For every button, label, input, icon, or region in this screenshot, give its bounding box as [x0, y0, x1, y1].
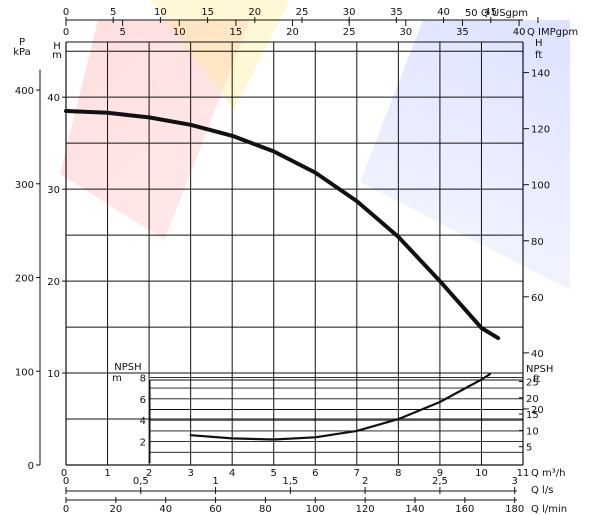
npsh-right-label: 15	[526, 410, 539, 421]
bottom-axis-m3h-label: 9	[437, 468, 443, 479]
npsh-left-label: 6	[140, 395, 146, 406]
bottom-axis-lmin-label: 160	[455, 504, 474, 515]
npsh-right-label: 25	[526, 377, 539, 388]
top-axis-usgpm-label: 20	[248, 7, 261, 18]
top-axis-usgpm-label: 5	[110, 7, 116, 18]
top-axis-usgpm-title: 50 Q USgpm	[465, 8, 528, 19]
left-axis-m-unit: m	[52, 50, 62, 61]
top-axis-impgpm-label: 40	[513, 27, 526, 38]
bottom-axis-lmin-label: 0	[63, 504, 69, 515]
bottom-axis-m3h-label: 8	[395, 468, 401, 479]
top-axis-impgpm-label: 10	[173, 27, 186, 38]
bottom-axis-lmin-label: 180	[505, 504, 524, 515]
bottom-axis-ls-label: 2	[362, 476, 368, 487]
right-axis-ft-label: 140	[531, 69, 550, 80]
head-curve	[64, 109, 501, 341]
bottom-axis-m3h-label: 5	[271, 468, 277, 479]
left-axis-kpa-label: 400	[15, 86, 34, 97]
top-axis-usgpm-label: 30	[343, 7, 356, 18]
npsh-right-unit: ft	[533, 374, 540, 385]
right-axis-ft-label: 60	[531, 293, 544, 304]
npsh-left-unit: m	[112, 373, 122, 384]
bottom-axis-lmin-label: 120	[356, 504, 375, 515]
right-axis-ft-label: 40	[531, 349, 544, 360]
top-axis-usgpm-label: 35	[390, 7, 403, 18]
bottom-axis-ls-label: 2,5	[432, 476, 448, 487]
bottom-axis-m3h-label: 10	[475, 468, 488, 479]
bottom-axis-lmin-label: 20	[109, 504, 122, 515]
bottom-axis-ls-label: 0	[63, 476, 69, 487]
npsh-right-label: 10	[526, 426, 539, 437]
top-axis-usgpm-label: 15	[201, 7, 214, 18]
bottom-axis-m3h-label: 1	[104, 468, 110, 479]
bottom-axis-m3h-label: 6	[312, 468, 318, 479]
bottom-axis-m3h-label: 4	[229, 468, 235, 479]
bottom-axis-ls-label: 1	[212, 476, 218, 487]
bottom-axis-lmin-label: 60	[209, 504, 222, 515]
top-axis-usgpm-label: 25	[296, 7, 309, 18]
left-axis-m-label: 10	[47, 369, 60, 380]
left-axis-kpa-unit: kPa	[13, 47, 31, 58]
top-axis-impgpm-label: 35	[456, 27, 469, 38]
bottom-axis-lmin-label: 80	[259, 504, 272, 515]
top-axis-usgpm-label: 40	[437, 7, 450, 18]
bottom-axis-m3h-label: 2	[146, 468, 152, 479]
top-axis-impgpm-title: Q IMPgpm	[527, 27, 578, 38]
right-axis-ft-title: H	[535, 38, 543, 49]
bottom-axis-ls-label: 3	[512, 476, 518, 487]
left-axis-kpa-label: 300	[15, 180, 34, 191]
left-axis-m-title: H	[53, 41, 61, 52]
npsh-right-label: 20	[526, 394, 539, 405]
left-axis-kpa-label: 100	[15, 367, 34, 378]
bottom-axis-lmin-label: 40	[159, 504, 172, 515]
bottom-axis-lmin-label: 100	[306, 504, 325, 515]
left-axis-kpa-label: 0	[28, 461, 34, 472]
right-axis-ft-label: 100	[531, 181, 550, 192]
left-axis-m-label: 40	[47, 93, 60, 104]
right-axis-ft-label: 80	[531, 237, 544, 248]
right-axis-ft-label: 20	[531, 405, 544, 416]
bottom-axis-m3h-label: 3	[187, 468, 193, 479]
npsh-left-label: 2	[140, 438, 146, 449]
bottom-axis-ls-label: 0,5	[133, 476, 149, 487]
top-axis-impgpm-label: 30	[399, 27, 412, 38]
npsh-right-label: 5	[526, 443, 532, 454]
bottom-axis-m3h-label: 11	[517, 468, 530, 479]
top-axis-impgpm-label: 20	[286, 27, 299, 38]
top-axis-usgpm-label: 45	[484, 7, 497, 18]
bottom-axis-lmin-title: Q l/min	[531, 504, 567, 515]
npsh-left-label: 4	[140, 416, 146, 427]
top-axis-impgpm-label: 15	[230, 27, 243, 38]
left-axis-m-label: 30	[47, 185, 60, 196]
top-axis-usgpm-label: 10	[154, 7, 167, 18]
npsh-left-label: 8	[140, 373, 146, 384]
right-axis-ft-label: 120	[531, 125, 550, 136]
right-axis-ft-unit: ft	[535, 50, 542, 61]
npsh-right-title: NPSH	[526, 364, 553, 375]
top-axis-impgpm-label: 5	[119, 27, 125, 38]
left-axis-kpa-title: P	[19, 37, 25, 48]
top-axis-usgpm-label: 0	[63, 7, 69, 18]
left-axis-m-label: 20	[47, 277, 60, 288]
bottom-axis-m3h-title: Q m³/h	[531, 468, 566, 479]
top-axis-impgpm-label: 25	[343, 27, 356, 38]
bottom-axis-ls-label: 1,5	[282, 476, 298, 487]
bottom-axis-m3h-zero: 0	[61, 468, 67, 479]
npsh-left-title: NPSH	[114, 362, 141, 373]
npsh-curve	[189, 373, 491, 441]
left-axis-kpa-label: 200	[15, 274, 34, 285]
bottom-axis-lmin-label: 140	[405, 504, 424, 515]
bottom-axis-ls-title: Q l/s	[531, 485, 553, 496]
bottom-axis-m3h-label: 7	[354, 468, 360, 479]
top-axis-impgpm-label: 0	[63, 27, 69, 38]
